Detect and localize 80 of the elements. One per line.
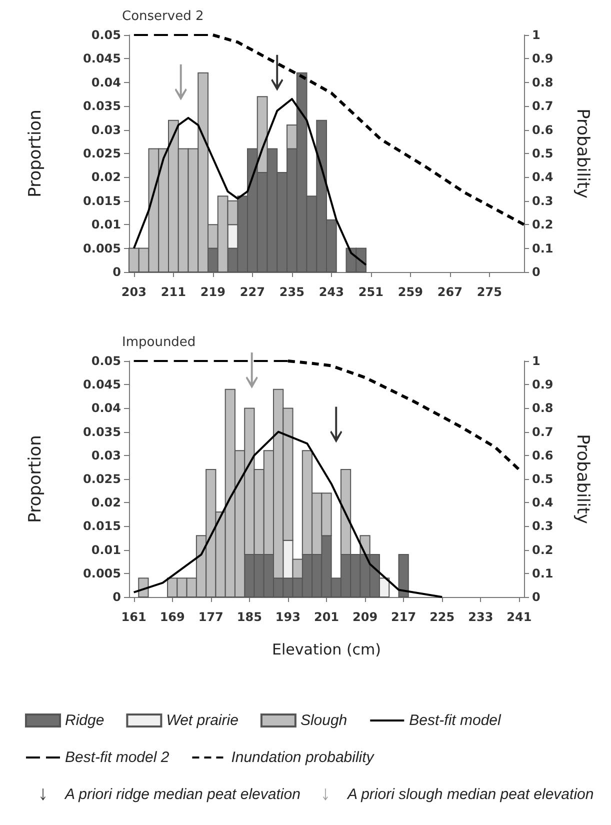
y-tick-label: 0.035 (83, 99, 121, 114)
y2-tick-label: 0.1 (532, 241, 554, 256)
y2-tick-label: 0.7 (532, 99, 554, 114)
y-axis-title: Proportion (26, 110, 46, 198)
y2-tick-label: 0.4 (532, 496, 554, 510)
x-tick-label: 217 (391, 610, 416, 624)
y-tick-label: 0.04 (91, 75, 121, 90)
x-tick-label: 203 (121, 285, 146, 299)
x-tick-label: 185 (236, 610, 262, 624)
x-tick-label: 235 (279, 285, 304, 299)
y2-tick-label: 0 (532, 265, 540, 279)
legend-label: Slough (300, 712, 348, 729)
legend-label: Inundation probability (231, 749, 376, 766)
y-tick-label: 0.05 (91, 354, 121, 368)
y-tick-label: 0.03 (91, 122, 121, 137)
y-tick-label: 0.025 (83, 472, 121, 486)
y-tick-label: 0.04 (91, 401, 121, 416)
y-tick-label: 0.045 (83, 52, 121, 66)
x-tick-label: 233 (468, 610, 494, 624)
y2-tick-label: 0.8 (532, 75, 554, 90)
x-tick-label: 259 (398, 285, 423, 299)
x-tick-label: 267 (437, 285, 462, 299)
y2-tick-label: 0.4 (532, 170, 554, 184)
y2-tick-label: 0.6 (532, 122, 554, 137)
legend-label: Best-fit model (409, 712, 502, 729)
y-tick-label: 0.01 (91, 218, 121, 232)
x-tick-label: 251 (358, 285, 384, 299)
chart-title: Impounded (122, 335, 196, 350)
y-tick-label: 0.005 (83, 566, 121, 580)
y-tick-label: 0 (112, 265, 121, 279)
y-tick-label: 0.005 (83, 241, 121, 256)
legend-label: Best-fit model 2 (65, 749, 170, 766)
x-tick-label: 219 (200, 285, 226, 299)
y-tick-label: 0.02 (91, 496, 121, 510)
y2-tick-label: 0.2 (532, 542, 554, 557)
chart-title: Conserved 2 (122, 9, 204, 24)
y-tick-label: 0.025 (83, 146, 121, 160)
y2-tick-label: 0.5 (532, 472, 554, 486)
x-tick-label: 209 (352, 610, 378, 624)
x-tick-label: 193 (275, 610, 300, 624)
y-tick-label: 0 (112, 590, 121, 604)
y2-tick-label: 0.9 (532, 378, 554, 392)
legend-label: A priori ridge median peat elevation (64, 786, 300, 803)
x-tick-label: 241 (506, 610, 532, 624)
y2-tick-label: 0.3 (532, 519, 554, 534)
x-tick-label: 161 (121, 610, 146, 624)
x-axis-title: Elevation (cm) (272, 640, 382, 658)
y-tick-label: 0.045 (83, 378, 121, 392)
x-tick-label: 225 (430, 610, 455, 624)
y-tick-label: 0.015 (83, 194, 121, 208)
y-tick-label: 0.035 (83, 424, 121, 439)
legend-label: Wet prairie (166, 712, 238, 729)
y2-tick-label: 0 (532, 590, 540, 604)
y2-tick-label: 0.3 (532, 194, 554, 208)
y-tick-label: 0.02 (91, 170, 121, 184)
x-tick-label: 243 (318, 285, 344, 299)
y-axis-title: Proportion (26, 435, 46, 523)
y-tick-label: 0.03 (91, 448, 121, 462)
y2-tick-label: 0.8 (532, 401, 554, 416)
y2-axis-title: Probability (572, 434, 592, 524)
y2-tick-label: 1 (532, 354, 540, 368)
legend-label: Ridge (65, 712, 104, 729)
y2-tick-label: 1 (532, 28, 540, 42)
y-tick-label: 0.015 (83, 519, 121, 534)
x-tick-label: 211 (160, 285, 186, 299)
y2-axis-title: Probability (572, 108, 592, 198)
y2-tick-label: 0.1 (532, 566, 554, 580)
x-tick-label: 275 (476, 285, 502, 299)
y2-tick-label: 0.7 (532, 424, 554, 439)
x-tick-label: 169 (160, 610, 185, 624)
x-tick-label: 227 (240, 285, 265, 299)
x-tick-label: 201 (314, 610, 340, 624)
x-tick-label: 177 (198, 610, 224, 624)
legend-label: A priori slough median peat elevation (346, 786, 594, 803)
y-tick-label: 0.05 (91, 28, 121, 42)
y2-tick-label: 0.9 (532, 52, 554, 66)
y2-tick-label: 0.2 (532, 218, 554, 232)
y2-tick-label: 0.5 (532, 146, 554, 160)
y-tick-label: 0.01 (91, 542, 121, 557)
y2-tick-label: 0.6 (532, 448, 554, 462)
